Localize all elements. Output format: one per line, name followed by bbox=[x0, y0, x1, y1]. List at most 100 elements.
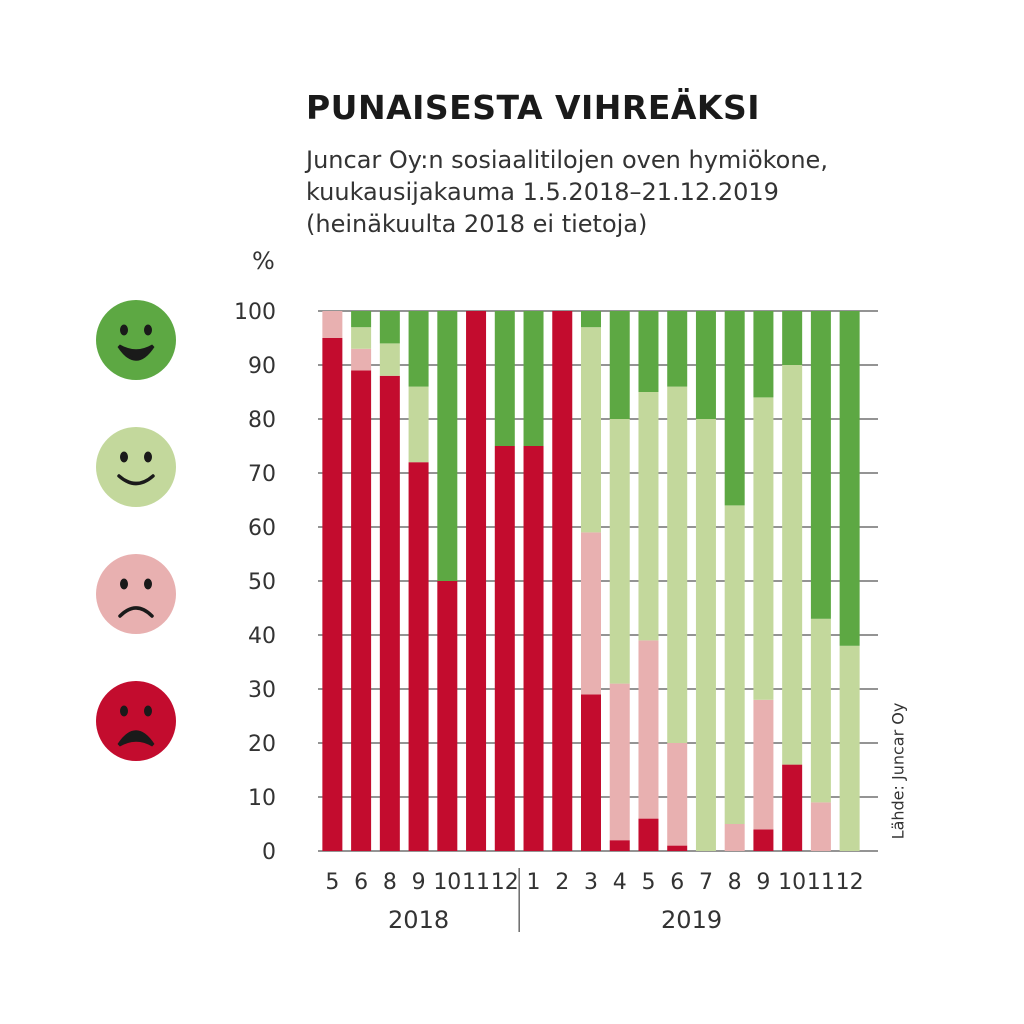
x-tick-label: 12 bbox=[836, 870, 864, 895]
bar-segment-very-happy-face bbox=[437, 311, 458, 581]
bar-segment-very-happy-face bbox=[609, 311, 630, 419]
x-tick-label: 11 bbox=[807, 870, 835, 895]
x-tick-label: 4 bbox=[613, 870, 627, 895]
year-label: 2019 bbox=[661, 906, 722, 934]
chart-subtitle-line-3: (heinäkuulta 2018 ei tietoja) bbox=[306, 210, 648, 238]
x-tick-label: 2 bbox=[555, 870, 569, 895]
face-eye bbox=[144, 705, 152, 717]
y-tick-label: 10 bbox=[248, 786, 276, 811]
bar-segment-very-happy-face bbox=[724, 311, 745, 506]
bar-segment-happy-face bbox=[667, 386, 688, 743]
bar-segment-very-sad-face bbox=[552, 311, 573, 851]
year-label: 2018 bbox=[388, 906, 449, 934]
legend-faces bbox=[96, 300, 176, 761]
x-tick-label: 8 bbox=[383, 870, 397, 895]
bar-segment-happy-face bbox=[810, 618, 831, 803]
bar-segment-very-sad-face bbox=[523, 446, 544, 851]
x-tick-label: 5 bbox=[641, 870, 655, 895]
face-circle bbox=[96, 554, 176, 634]
y-tick-label: 0 bbox=[262, 840, 276, 865]
x-tick-label: 5 bbox=[325, 870, 339, 895]
chart-subtitle-line-1: Juncar Oy:n sosiaalitilojen oven hymiöko… bbox=[306, 146, 828, 174]
y-tick-label: 60 bbox=[248, 516, 276, 541]
bar-segment-happy-face bbox=[581, 327, 601, 533]
face-eye bbox=[144, 324, 152, 336]
very-happy-face-icon bbox=[96, 300, 176, 380]
y-axis-unit: % bbox=[252, 247, 275, 275]
x-tick-label: 6 bbox=[670, 870, 684, 895]
bar-segment-sad-face bbox=[609, 683, 630, 841]
face-eye bbox=[144, 451, 152, 463]
bar-segment-happy-face bbox=[379, 343, 400, 376]
bar-segment-happy-face bbox=[695, 419, 716, 851]
face-mouth bbox=[117, 474, 155, 486]
x-tick-label: 9 bbox=[756, 870, 770, 895]
y-tick-label: 70 bbox=[248, 462, 276, 487]
x-tick-label: 6 bbox=[354, 870, 368, 895]
happy-face-icon bbox=[96, 427, 176, 507]
x-tick-label: 9 bbox=[412, 870, 426, 895]
bar-segment-very-sad-face bbox=[581, 694, 601, 851]
bar-segment-happy-face bbox=[351, 327, 372, 349]
face-eye bbox=[120, 324, 128, 336]
bar-segment-very-sad-face bbox=[408, 462, 429, 851]
bar-segment-very-happy-face bbox=[839, 311, 860, 646]
bar-segment-very-happy-face bbox=[494, 311, 515, 446]
y-tick-labels: 0 10 20 30 40 50 60 70 80 90 100 bbox=[234, 300, 276, 865]
bar-segment-sad-face bbox=[638, 640, 659, 819]
x-tick-label: 8 bbox=[728, 870, 742, 895]
bar-segment-very-happy-face bbox=[379, 311, 400, 344]
x-tick-label: 10 bbox=[433, 870, 461, 895]
x-tick-label: 3 bbox=[584, 870, 598, 895]
face-mouth bbox=[118, 606, 154, 618]
bar-segment-very-happy-face bbox=[351, 311, 372, 328]
bar-segment-very-happy-face bbox=[782, 311, 803, 365]
x-tick-labels: 5 6 8 9 10 11 12 1 2 3 4 5 6 7 8 9 10 11 12 bbox=[325, 870, 863, 895]
x-tick-label: 7 bbox=[699, 870, 713, 895]
x-tick-label: 10 bbox=[778, 870, 806, 895]
face-eye bbox=[144, 578, 152, 590]
bar-segment-sad-face bbox=[667, 743, 688, 846]
bar-segment-very-sad-face bbox=[437, 581, 458, 851]
face-mouth bbox=[117, 730, 155, 747]
bar-segment-very-happy-face bbox=[695, 311, 716, 419]
bar-segment-very-sad-face bbox=[667, 845, 688, 851]
bar-segment-very-sad-face bbox=[351, 370, 372, 851]
sad-face-icon bbox=[96, 554, 176, 634]
bar-segment-happy-face bbox=[753, 397, 774, 700]
y-tick-label: 100 bbox=[234, 300, 276, 325]
bar-segment-sad-face bbox=[581, 532, 601, 695]
chart-subtitle-line-2: kuukausijakauma 1.5.2018–21.12.2019 bbox=[306, 178, 779, 206]
y-tick-label: 50 bbox=[248, 570, 276, 595]
bar-segment-very-sad-face bbox=[609, 840, 630, 851]
bar-segment-very-happy-face bbox=[810, 311, 831, 619]
bar-segment-sad-face bbox=[810, 802, 831, 851]
bar-segment-very-sad-face bbox=[466, 311, 487, 851]
year-labels: 2018 2019 bbox=[388, 868, 722, 934]
bar-segment-happy-face bbox=[408, 386, 429, 463]
x-tick-label: 1 bbox=[527, 870, 541, 895]
bar-segment-very-happy-face bbox=[667, 311, 688, 387]
bar-segment-happy-face bbox=[609, 419, 630, 684]
bar-segment-happy-face bbox=[638, 392, 659, 641]
bars bbox=[322, 311, 860, 851]
y-tick-label: 30 bbox=[248, 678, 276, 703]
y-tick-label: 40 bbox=[248, 624, 276, 649]
bar-segment-sad-face bbox=[724, 824, 745, 851]
bar-segment-very-sad-face bbox=[322, 338, 343, 851]
bar-segment-very-sad-face bbox=[379, 375, 400, 851]
face-eye bbox=[120, 451, 128, 463]
face-circle bbox=[96, 300, 176, 380]
x-tick-label: 12 bbox=[491, 870, 519, 895]
bar-segment-very-sad-face bbox=[782, 764, 803, 851]
bar-segment-very-happy-face bbox=[753, 311, 774, 398]
y-tick-label: 80 bbox=[248, 408, 276, 433]
bar-segment-very-sad-face bbox=[753, 829, 774, 851]
face-circle bbox=[96, 681, 176, 761]
chart-title: PUNAISESTA VIHREÄKSI bbox=[306, 88, 761, 127]
y-tick-label: 90 bbox=[248, 354, 276, 379]
bar-segment-very-happy-face bbox=[408, 311, 429, 387]
x-tick-label: 11 bbox=[462, 870, 490, 895]
bar-segment-sad-face bbox=[753, 699, 774, 830]
